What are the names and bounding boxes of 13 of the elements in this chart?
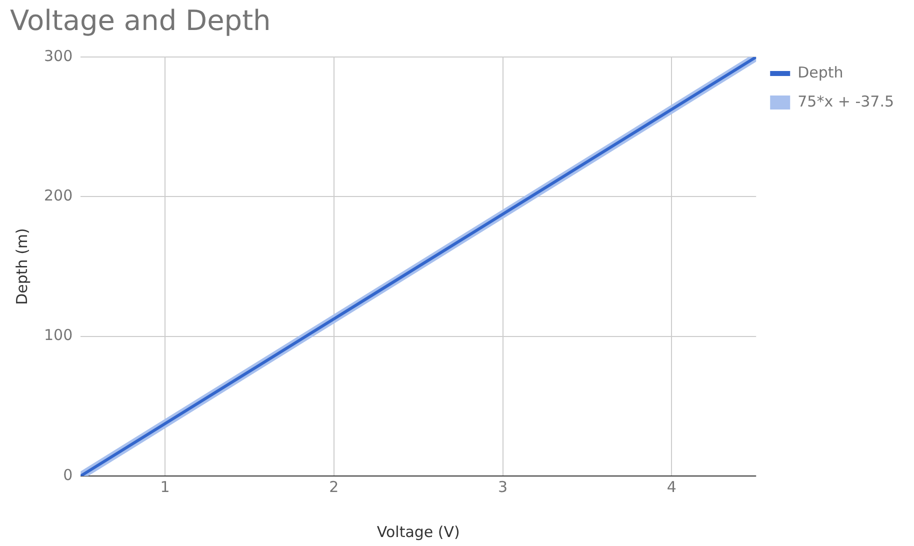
x-tick-label: 1 [160,478,170,496]
chart-title: Voltage and Depth [10,4,271,37]
x-tick-label: 2 [329,478,339,496]
y-axis-title: Depth (m) [12,228,31,305]
y-tick-label: 300 [44,46,73,65]
x-tick-label: 3 [498,478,508,496]
legend-label: Depth [798,63,844,82]
legend-label: 75*x + -37.5 [798,92,894,110]
y-tick-label: 100 [44,326,73,344]
x-axis-title: Voltage (V) [376,522,460,541]
y-tick-label: 0 [63,466,73,484]
x-tick-label: 4 [666,478,676,496]
y-tick-label: 200 [44,186,73,205]
